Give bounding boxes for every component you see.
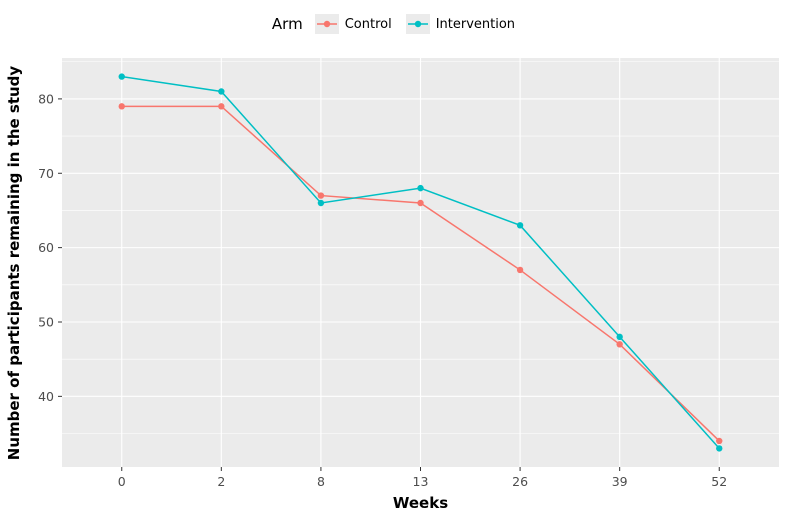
- y-tick-label: 80: [38, 91, 54, 106]
- data-point-control: [616, 341, 623, 348]
- legend-label: Intervention: [435, 16, 516, 32]
- legend-label: Control: [344, 16, 392, 32]
- x-tick-label: 13: [413, 474, 429, 489]
- data-point-control: [218, 103, 225, 110]
- data-point-intervention: [218, 88, 225, 95]
- x-tick-label: 2: [217, 474, 225, 489]
- x-tick-label: 39: [612, 474, 628, 489]
- y-tick-label: 40: [38, 389, 54, 404]
- chart-legend: Arm Control Intervention: [0, 14, 787, 34]
- data-point-intervention: [317, 199, 325, 207]
- data-point-control: [516, 266, 524, 274]
- y-tick-label: 60: [38, 240, 54, 255]
- data-point-control: [118, 103, 125, 110]
- plot-area: 40 50 60 70 80 0 2 8 13 26 39 52: [38, 58, 779, 489]
- data-point-control: [317, 192, 325, 199]
- legend-item-control: Control: [314, 14, 392, 34]
- y-tick-label: 70: [38, 166, 54, 181]
- legend-key-icon: [405, 14, 430, 34]
- data-point-control: [716, 437, 723, 445]
- y-tick-label: 50: [38, 314, 54, 329]
- x-tick-label: 8: [317, 474, 325, 489]
- x-tick-label: 0: [118, 474, 126, 489]
- legend-item-intervention: Intervention: [405, 14, 516, 34]
- data-point-control: [417, 199, 424, 207]
- x-tick-label: 52: [711, 474, 727, 489]
- data-point-intervention: [716, 445, 723, 452]
- data-point-intervention: [516, 222, 524, 229]
- data-point-intervention: [417, 184, 424, 192]
- x-axis-title: Weeks: [392, 494, 449, 512]
- data-point-intervention: [616, 333, 623, 341]
- legend-items: Control Intervention: [314, 14, 516, 34]
- data-point-intervention: [118, 73, 125, 80]
- x-tick-label: 26: [512, 474, 528, 489]
- legend-key-icon: [314, 14, 339, 34]
- legend-title: Arm: [271, 15, 303, 33]
